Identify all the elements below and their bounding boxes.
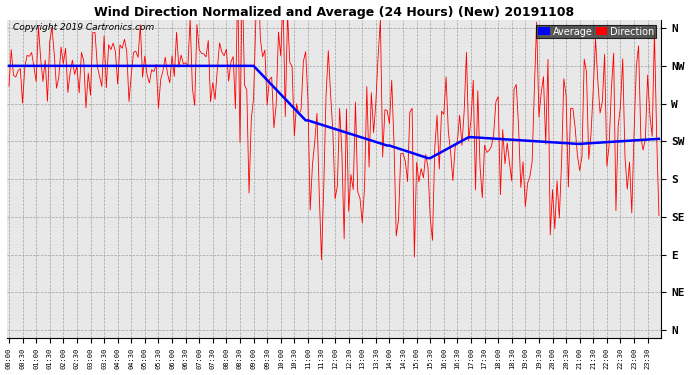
Text: Copyright 2019 Cartronics.com: Copyright 2019 Cartronics.com <box>13 23 155 32</box>
Legend: Average, Direction: Average, Direction <box>536 25 656 39</box>
Title: Wind Direction Normalized and Average (24 Hours) (New) 20191108: Wind Direction Normalized and Average (2… <box>94 6 574 18</box>
